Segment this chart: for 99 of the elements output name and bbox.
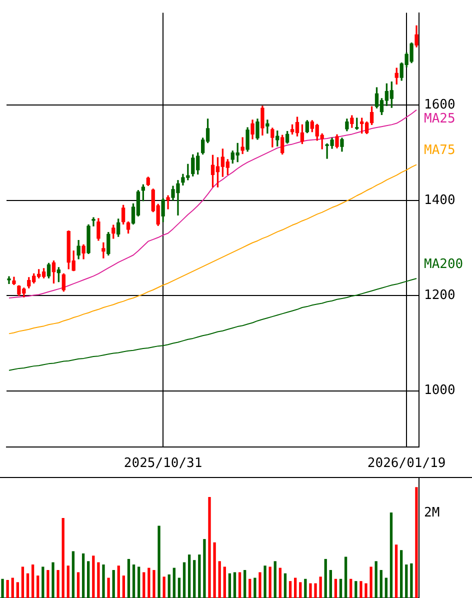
bar: [374, 561, 378, 598]
bar: [324, 558, 327, 598]
bar: [223, 566, 226, 598]
bar: [384, 578, 388, 598]
bar: [178, 578, 181, 598]
bar: [400, 550, 403, 598]
candlestick: [266, 120, 270, 134]
bar: [56, 570, 60, 598]
bar: [102, 564, 105, 598]
bar: [334, 578, 338, 598]
bar: [76, 572, 80, 598]
x-tick-label: 2026/01/19: [367, 456, 446, 472]
bar: [304, 578, 307, 598]
bar: [405, 564, 408, 598]
bar: [314, 583, 317, 598]
bar: [97, 562, 100, 598]
bar: [172, 568, 176, 598]
bar: [244, 570, 246, 598]
bar: [319, 576, 322, 598]
bar: [112, 570, 115, 598]
bar: [294, 578, 297, 598]
bar: [72, 551, 75, 598]
bar: [339, 578, 342, 598]
bar: [288, 581, 292, 598]
bar: [107, 578, 110, 598]
series-label: MA25: [424, 112, 456, 127]
bar: [46, 570, 50, 598]
bar: [6, 580, 9, 598]
bar: [264, 566, 266, 598]
bar: [42, 566, 44, 598]
bar: [309, 583, 312, 598]
bar: [62, 518, 64, 598]
x-tick-label: 2025/10/31: [124, 456, 202, 472]
bar: [274, 561, 276, 598]
bar: [82, 553, 85, 598]
bar: [344, 556, 348, 598]
series-label: MA200: [424, 256, 464, 272]
bar: [1, 578, 4, 598]
candlestick: [7, 276, 11, 284]
bar: [329, 570, 332, 598]
bar: [168, 574, 170, 598]
bar: [284, 573, 287, 598]
bar: [394, 544, 398, 598]
candlestick: [166, 195, 170, 210]
bar: [142, 572, 146, 598]
bar: [228, 573, 232, 598]
bar: [254, 578, 256, 598]
bar: [182, 562, 186, 598]
bar: [360, 581, 362, 598]
bar: [127, 558, 130, 598]
y-tick-label: 1200: [424, 288, 456, 303]
bar: [132, 564, 136, 598]
bar: [233, 572, 236, 598]
text: 2M: [424, 505, 440, 520]
bar: [208, 497, 211, 598]
bar: [278, 568, 282, 598]
bar: [162, 576, 166, 598]
bar: [390, 512, 393, 598]
series-label: MA75: [424, 143, 456, 158]
bar: [137, 566, 140, 598]
y-tick-label: 1400: [424, 192, 456, 208]
bar: [203, 539, 206, 598]
y-tick-label: 1000: [424, 383, 456, 398]
bar: [52, 562, 54, 598]
bar: [92, 556, 95, 598]
bar: [198, 554, 201, 598]
bar: [354, 581, 358, 598]
bar: [26, 573, 30, 598]
bar: [410, 563, 413, 598]
bar: [218, 561, 221, 598]
bar: [117, 566, 120, 598]
bar: [268, 566, 272, 598]
bar: [148, 568, 150, 598]
y-tick-label: 1600: [424, 98, 456, 113]
bar: [122, 576, 126, 598]
bar: [31, 564, 34, 598]
bar: [415, 487, 418, 598]
bar: [16, 582, 19, 598]
candlestick: [92, 217, 96, 226]
bar: [152, 570, 156, 598]
bar: [193, 560, 196, 598]
bar: [36, 576, 40, 598]
bar: [238, 572, 242, 598]
bar: [21, 566, 24, 598]
candlestick: [240, 137, 244, 154]
bar: [11, 578, 14, 598]
bar: [350, 578, 352, 598]
candlestick: [102, 242, 106, 258]
bar: [188, 554, 191, 598]
bar: [66, 566, 70, 598]
bar: [87, 561, 90, 598]
bar: [370, 566, 372, 598]
bar: [248, 578, 252, 598]
bar: [213, 542, 216, 598]
bar: [258, 572, 262, 598]
bar: [158, 526, 160, 598]
bar: [380, 570, 382, 598]
bar: [299, 582, 302, 598]
bar: [364, 583, 368, 598]
